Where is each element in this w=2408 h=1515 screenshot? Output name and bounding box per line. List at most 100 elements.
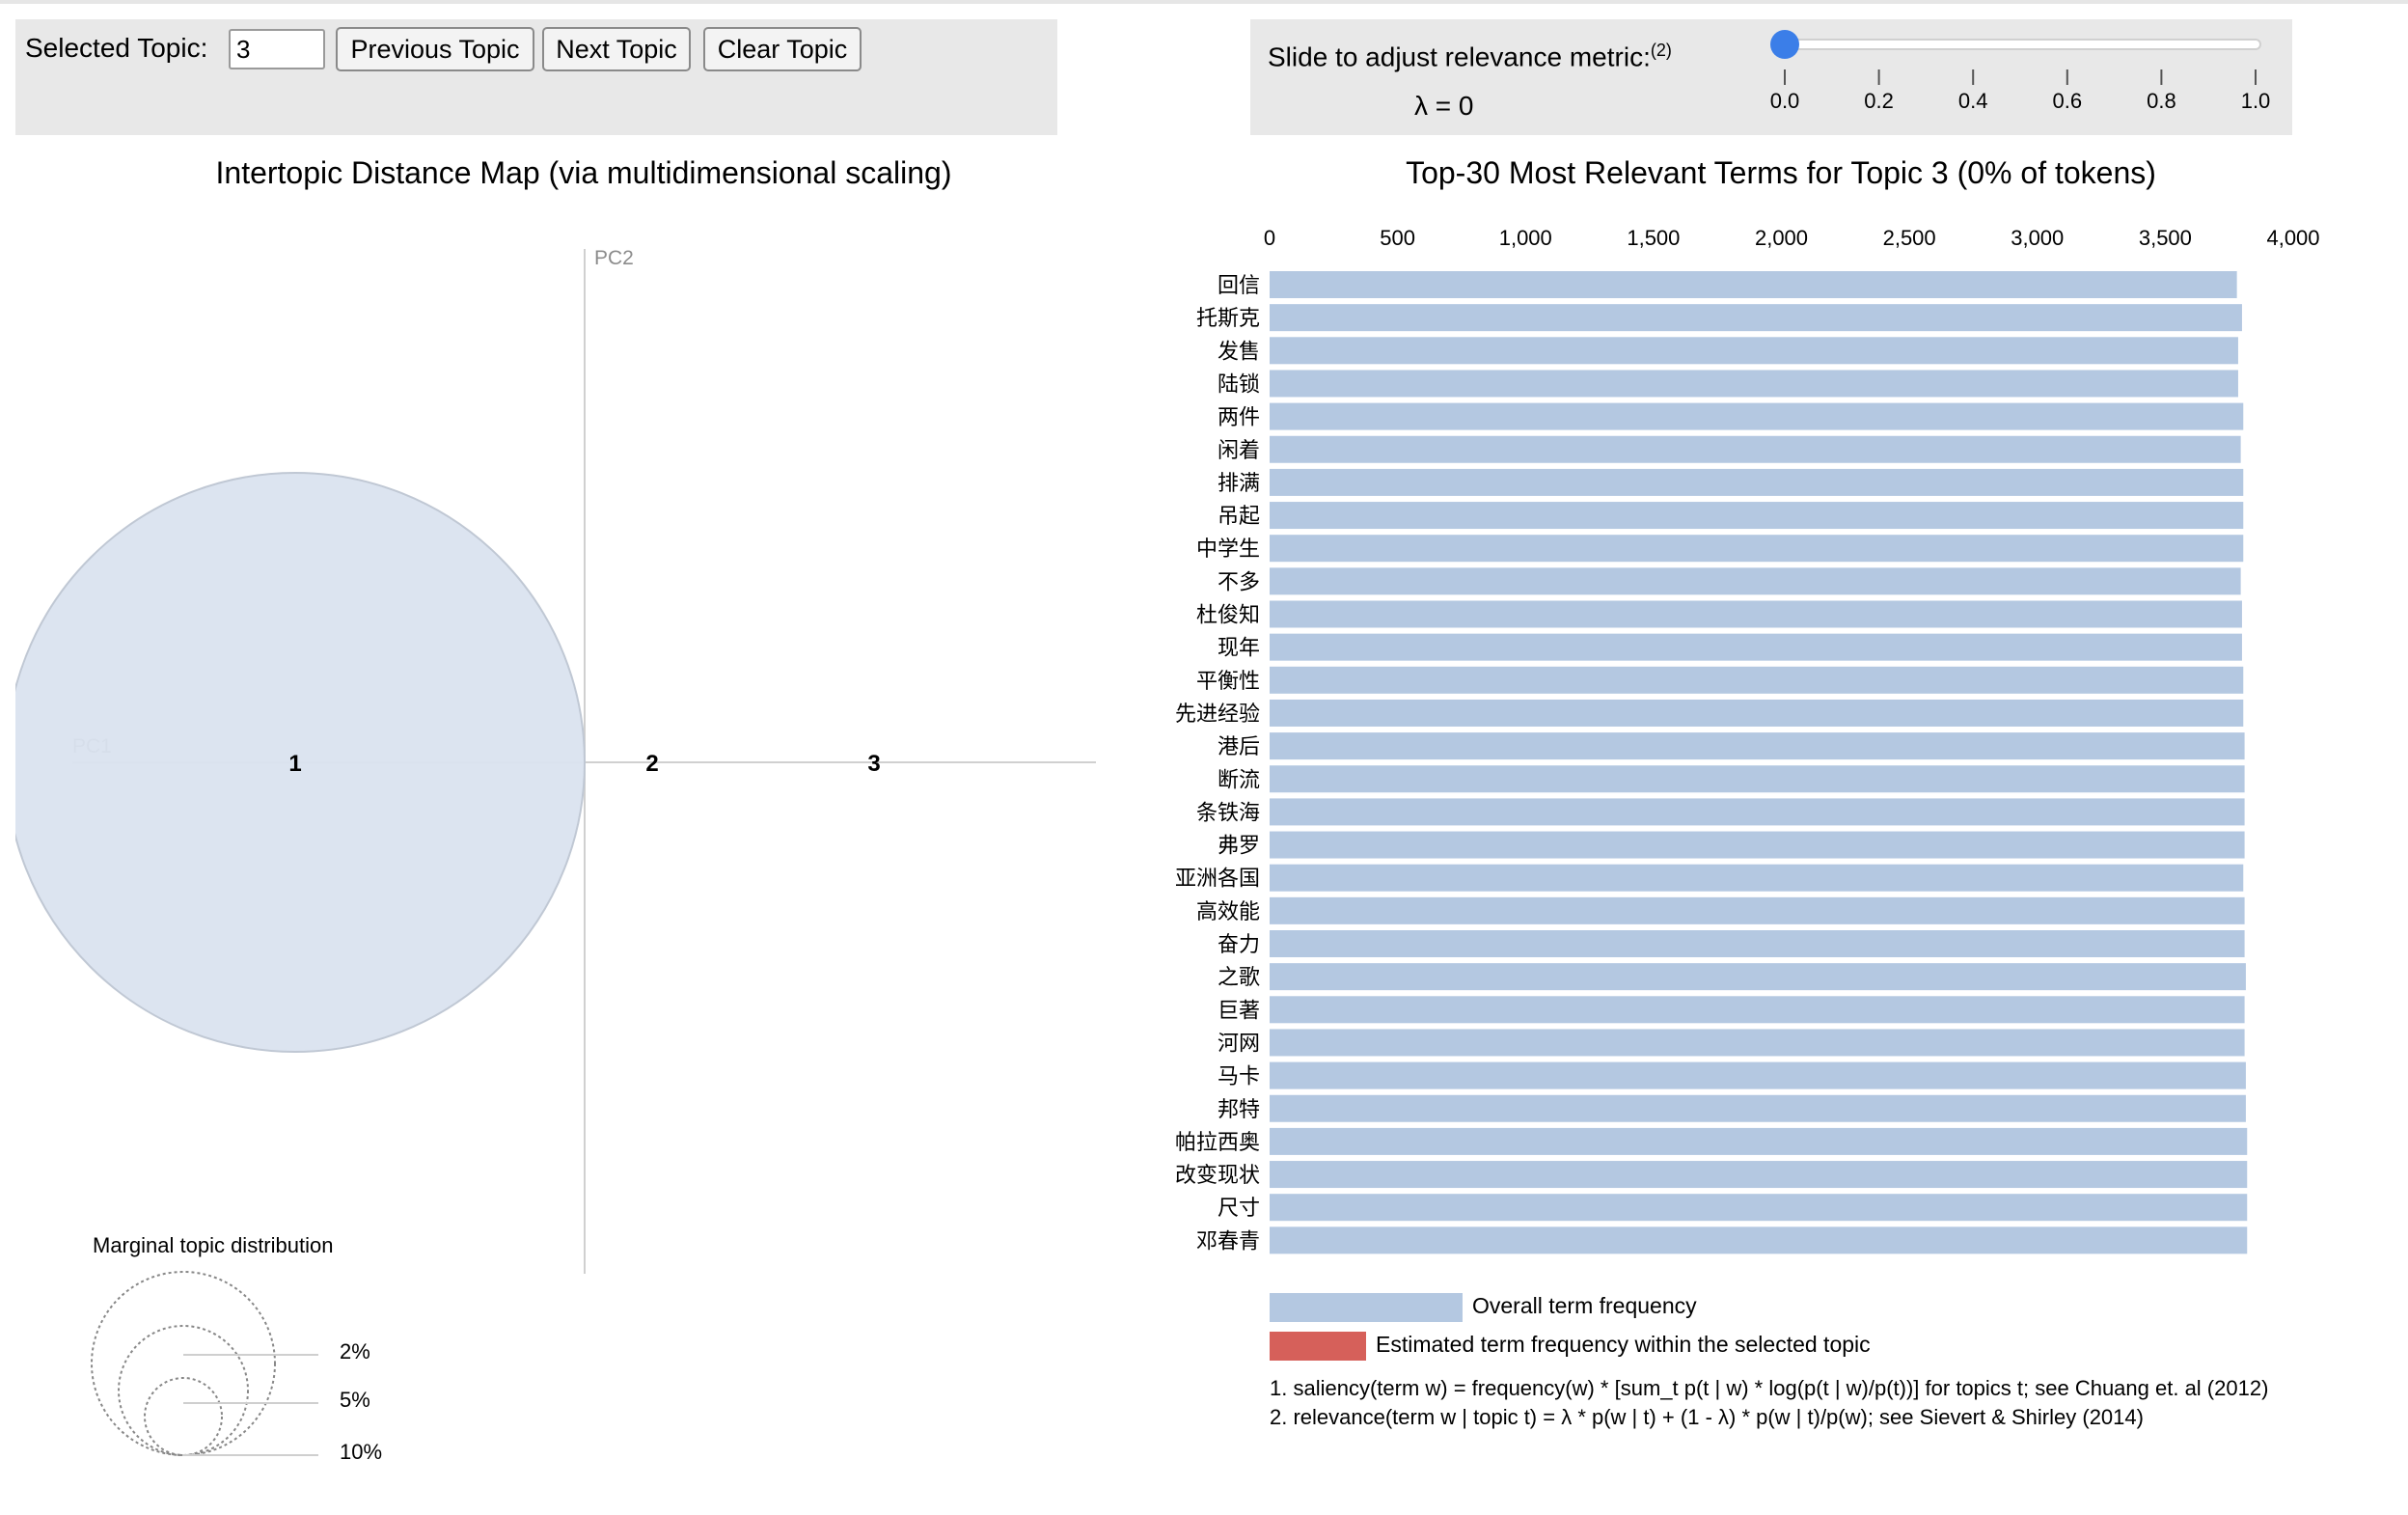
footnote-relevance: 2. relevance(term w | topic t) = λ * p(w… xyxy=(1270,1405,2144,1429)
bar-overall-1[interactable] xyxy=(1270,304,2242,332)
topic-input[interactable] xyxy=(229,29,325,69)
term-label[interactable]: 高效能 xyxy=(1196,899,1260,923)
x-tick-label: 2,000 xyxy=(1755,226,1808,250)
marginal-legend-title: Marginal topic distribution xyxy=(93,1233,333,1257)
relevance-slider-label: Slide to adjust relevance metric:(2) xyxy=(1268,41,1672,72)
bar-overall-29[interactable] xyxy=(1270,1226,2248,1254)
x-tick-label: 4,000 xyxy=(2266,226,2319,250)
bar-overall-9[interactable] xyxy=(1270,567,2241,595)
relevance-slider-text: Slide to adjust relevance metric: xyxy=(1268,41,1651,72)
term-label[interactable]: 闲着 xyxy=(1218,438,1260,462)
bar-overall-21[interactable] xyxy=(1270,963,2246,991)
term-label[interactable]: 两件 xyxy=(1218,405,1260,429)
bar-overall-3[interactable] xyxy=(1270,370,2238,398)
term-label[interactable]: 亚洲各国 xyxy=(1175,867,1260,891)
intertopic-distance-map: Intertopic Distance Map (via multidimens… xyxy=(6,155,1096,1464)
slider-tick-label: 0.4 xyxy=(1958,89,1988,113)
slider-handle[interactable] xyxy=(1770,30,1799,59)
bar-overall-0[interactable] xyxy=(1270,271,2237,298)
bar-overall-18[interactable] xyxy=(1270,864,2244,892)
bar-overall-14[interactable] xyxy=(1270,732,2245,760)
marginal-size-label: 5% xyxy=(340,1388,370,1412)
term-label[interactable]: 平衡性 xyxy=(1196,669,1260,693)
slider-tick-label: 0.8 xyxy=(2147,89,2176,113)
overall-frequency-label: Overall term frequency xyxy=(1472,1293,1697,1318)
bar-overall-22[interactable] xyxy=(1270,996,2245,1024)
bar-overall-25[interactable] xyxy=(1270,1094,2246,1122)
topic-circle-1[interactable] xyxy=(6,472,586,1053)
term-label[interactable]: 不多 xyxy=(1218,569,1260,593)
bar-overall-17[interactable] xyxy=(1270,831,2245,859)
term-label[interactable]: 排满 xyxy=(1218,471,1260,495)
term-label[interactable]: 陆锁 xyxy=(1218,372,1260,396)
term-label[interactable]: 现年 xyxy=(1218,636,1260,660)
relevance-slider-panel: Slide to adjust relevance metric:(2) λ =… xyxy=(1250,19,2292,135)
bar-overall-7[interactable] xyxy=(1270,502,2244,530)
term-label[interactable]: 中学生 xyxy=(1196,537,1260,561)
overall-frequency-swatch xyxy=(1270,1293,1463,1322)
term-label[interactable]: 托斯克 xyxy=(1196,306,1260,330)
bar-overall-27[interactable] xyxy=(1270,1161,2248,1189)
term-label[interactable]: 条铁海 xyxy=(1196,800,1260,824)
term-label[interactable]: 邦特 xyxy=(1218,1097,1260,1121)
term-bar-chart: Top-30 Most Relevant Terms for Topic 3 (… xyxy=(1175,155,2320,1254)
term-label[interactable]: 发售 xyxy=(1218,339,1260,363)
term-label[interactable]: 之歌 xyxy=(1218,965,1260,989)
term-label[interactable]: 杜俊知 xyxy=(1196,603,1260,627)
term-label[interactable]: 奋力 xyxy=(1218,932,1260,956)
lambda-slider[interactable]: 0.0 0.2 0.4 0.6 0.8 1.0 xyxy=(1250,19,2292,135)
marginal-size-label: 2% xyxy=(340,1339,370,1364)
bar-overall-5[interactable] xyxy=(1270,435,2241,463)
marginal-circle-10% xyxy=(91,1271,276,1456)
slider-tick-label: 0.0 xyxy=(1770,89,1800,113)
x-tick-label: 0 xyxy=(1264,226,1275,250)
bar-overall-28[interactable] xyxy=(1270,1194,2248,1222)
bar-overall-4[interactable] xyxy=(1270,402,2244,430)
bar-overall-16[interactable] xyxy=(1270,798,2245,826)
term-label[interactable]: 邓春青 xyxy=(1196,1228,1260,1253)
bar-overall-23[interactable] xyxy=(1270,1029,2245,1057)
topic-label-3[interactable]: 3 xyxy=(867,751,880,777)
x-tick-label: 3,000 xyxy=(2011,226,2064,250)
bar-overall-15[interactable] xyxy=(1270,765,2245,793)
bar-overall-13[interactable] xyxy=(1270,699,2244,727)
term-label[interactable]: 港后 xyxy=(1218,734,1260,758)
marginal-size-label: 10% xyxy=(340,1440,382,1464)
term-label[interactable]: 马卡 xyxy=(1218,1064,1260,1088)
slider-tick-label: 0.6 xyxy=(2053,89,2083,113)
next-topic-button[interactable]: Next Topic xyxy=(542,27,691,71)
bar-overall-11[interactable] xyxy=(1270,633,2242,661)
term-label[interactable]: 改变现状 xyxy=(1175,1163,1260,1187)
term-label[interactable]: 帕拉西奥 xyxy=(1175,1130,1260,1154)
previous-topic-button[interactable]: Previous Topic xyxy=(336,27,534,71)
x-tick-label: 2,500 xyxy=(1883,226,1936,250)
term-label[interactable]: 弗罗 xyxy=(1218,834,1260,858)
bar-overall-12[interactable] xyxy=(1270,666,2244,694)
bar-overall-10[interactable] xyxy=(1270,600,2242,628)
x-tick-label: 3,500 xyxy=(2139,226,2192,250)
bar-overall-26[interactable] xyxy=(1270,1127,2248,1155)
marginal-circle-5% xyxy=(118,1325,249,1456)
term-label[interactable]: 吊起 xyxy=(1218,504,1260,528)
bar-overall-2[interactable] xyxy=(1270,337,2238,365)
topic-label-1[interactable]: 1 xyxy=(288,751,301,777)
term-label[interactable]: 巨著 xyxy=(1218,998,1260,1022)
term-label[interactable]: 河网 xyxy=(1218,1031,1260,1055)
estimated-frequency-swatch xyxy=(1270,1332,1366,1361)
ldavis-main: Intertopic Distance Map (via multidimens… xyxy=(6,155,2320,1464)
mds-title: Intertopic Distance Map (via multidimens… xyxy=(216,155,952,190)
term-label[interactable]: 断流 xyxy=(1218,767,1260,791)
term-label[interactable]: 尺寸 xyxy=(1218,1196,1260,1220)
bar-overall-6[interactable] xyxy=(1270,468,2244,496)
clear-topic-button[interactable]: Clear Topic xyxy=(703,27,862,71)
topic-label-2[interactable]: 2 xyxy=(645,751,658,777)
term-label[interactable]: 先进经验 xyxy=(1175,702,1260,726)
term-label[interactable]: 回信 xyxy=(1218,273,1260,297)
slider-tick-label: 1.0 xyxy=(2241,89,2271,113)
bar-overall-8[interactable] xyxy=(1270,535,2244,563)
footnote-saliency: 1. saliency(term w) = frequency(w) * [su… xyxy=(1270,1376,2269,1400)
bar-overall-19[interactable] xyxy=(1270,896,2245,924)
lambda-value: λ = 0 xyxy=(1414,91,1474,121)
bar-overall-24[interactable] xyxy=(1270,1061,2246,1089)
bar-overall-20[interactable] xyxy=(1270,930,2245,957)
